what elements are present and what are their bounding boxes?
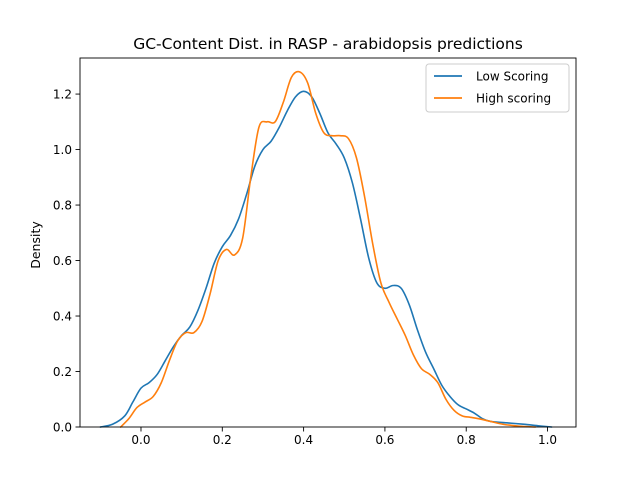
x-tick-label: 0.0 [131,433,150,447]
x-tick-label: 0.4 [294,433,313,447]
x-tick-label: 0.2 [213,433,232,447]
legend: Low Scoring High scoring [425,63,570,113]
y-tick-label: 0.2 [53,365,72,379]
y-tick-label: 0.4 [53,309,72,323]
y-tick-label: 1.2 [53,87,72,101]
x-tick-label: 0.8 [457,433,476,447]
y-tick-label: 0.0 [53,420,72,434]
ticks-layer: 0.0 0.2 0.4 0.6 0.8 1.0 0.0 0.2 0.4 0.6 0.8 1.0 1.2 [53,87,557,447]
y-axis-label: Density [28,221,43,269]
y-tick-label: 0.6 [53,254,72,268]
legend-label: High scoring [476,91,551,105]
plot-frame [79,57,577,428]
series-layer [99,70,553,428]
y-tick-label: 0.8 [53,198,72,212]
y-tick-label: 1.0 [53,143,72,157]
x-tick-label: 0.6 [375,433,394,447]
chart-title: GC-Content Dist. in RASP - arabidopsis p… [133,35,523,53]
x-tick-label: 1.0 [538,433,557,447]
series-line-high-scoring [119,70,537,428]
legend-label: Low Scoring [476,69,549,83]
